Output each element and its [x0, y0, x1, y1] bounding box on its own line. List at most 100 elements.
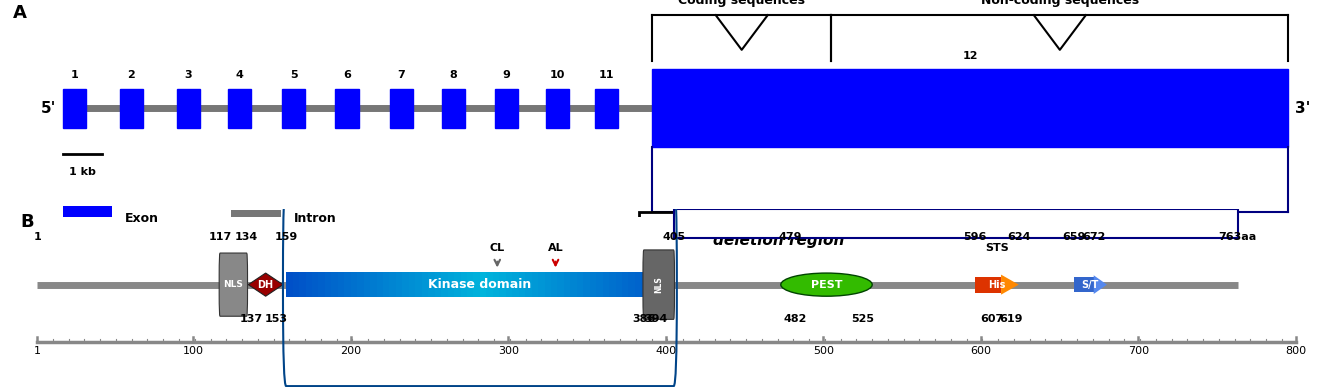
Bar	[603, 272, 610, 297]
Text: 596: 596	[963, 232, 986, 242]
Bar	[338, 272, 344, 297]
Text: 400: 400	[656, 346, 676, 356]
Text: 525: 525	[851, 313, 874, 324]
Bar	[551, 272, 558, 297]
Polygon shape	[1093, 275, 1106, 294]
Bar	[610, 272, 616, 297]
Bar	[335, 89, 359, 128]
Bar	[546, 89, 568, 128]
Text: 7: 7	[398, 70, 405, 80]
Bar	[628, 272, 636, 297]
Text: Kinase domain: Kinase domain	[428, 278, 531, 291]
Bar	[441, 89, 465, 128]
Bar	[583, 272, 591, 297]
Text: 200: 200	[341, 346, 362, 356]
Bar	[500, 272, 506, 297]
FancyBboxPatch shape	[673, 209, 1238, 238]
Text: Coding sequences: Coding sequences	[678, 0, 806, 7]
Text: 9: 9	[502, 70, 510, 80]
Bar	[282, 89, 305, 128]
Text: 619: 619	[999, 313, 1023, 324]
Bar	[513, 272, 519, 297]
FancyBboxPatch shape	[219, 253, 248, 316]
Text: 800: 800	[1285, 346, 1306, 356]
Text: 6: 6	[343, 70, 351, 80]
Text: 763aa: 763aa	[1219, 232, 1257, 242]
Text: 1: 1	[33, 346, 41, 356]
Bar	[232, 210, 281, 228]
Text: 405: 405	[662, 232, 685, 242]
Ellipse shape	[780, 273, 872, 296]
Bar	[641, 272, 649, 297]
Text: 607: 607	[980, 313, 1003, 324]
Bar	[538, 272, 546, 297]
Bar	[421, 272, 429, 297]
Text: 300: 300	[498, 346, 519, 356]
Text: 672: 672	[1083, 232, 1106, 242]
Text: B: B	[20, 213, 33, 231]
Bar	[558, 272, 564, 297]
Bar	[531, 272, 539, 297]
Bar	[493, 272, 500, 297]
Text: 11: 11	[599, 70, 615, 80]
Bar	[62, 206, 111, 232]
Bar	[564, 272, 571, 297]
Bar	[409, 272, 416, 297]
Bar	[351, 272, 358, 297]
Bar	[390, 89, 413, 128]
Bar	[363, 272, 371, 297]
Bar	[525, 272, 533, 297]
Bar	[661, 272, 668, 297]
Text: 394: 394	[645, 313, 668, 324]
Bar	[390, 272, 396, 297]
Text: CL: CL	[490, 243, 505, 253]
Text: 624: 624	[1007, 232, 1031, 242]
Bar	[668, 272, 674, 297]
Bar	[595, 89, 619, 128]
Text: 100: 100	[183, 346, 204, 356]
Text: 5': 5'	[41, 101, 56, 116]
Bar	[325, 272, 333, 297]
Bar	[318, 272, 326, 297]
Bar	[590, 272, 598, 297]
FancyBboxPatch shape	[643, 250, 674, 319]
Text: NLS: NLS	[655, 276, 664, 293]
Bar	[466, 272, 474, 297]
Bar	[286, 272, 293, 297]
Polygon shape	[1002, 275, 1019, 295]
Bar	[119, 89, 143, 128]
Text: Intron: Intron	[294, 212, 337, 225]
Text: A: A	[13, 4, 26, 22]
Text: 4: 4	[236, 70, 242, 80]
Bar	[655, 272, 661, 297]
Bar	[415, 272, 423, 297]
Bar	[176, 89, 200, 128]
Text: 3: 3	[184, 70, 192, 80]
Text: His: His	[988, 280, 1006, 289]
Bar	[62, 89, 86, 128]
Text: Non-coding sequences: Non-coding sequences	[980, 0, 1140, 7]
Bar	[370, 272, 378, 297]
Text: 12: 12	[962, 51, 978, 61]
Text: S/T: S/T	[1081, 280, 1098, 289]
Bar	[975, 277, 1002, 293]
Bar	[299, 272, 306, 297]
Text: 600: 600	[970, 346, 991, 356]
Bar	[616, 272, 623, 297]
Bar	[435, 272, 443, 297]
Text: 3': 3'	[1295, 101, 1310, 116]
Text: 1: 1	[70, 70, 78, 80]
Text: PEST: PEST	[811, 280, 843, 289]
Text: deletion region: deletion region	[713, 233, 844, 248]
Bar	[635, 272, 643, 297]
Text: 1 kb: 1 kb	[69, 167, 95, 177]
Text: NLS: NLS	[224, 280, 244, 289]
Bar	[480, 272, 488, 297]
Text: 482: 482	[783, 313, 807, 324]
Bar	[311, 272, 319, 297]
Text: 5: 5	[290, 70, 298, 80]
Text: AL: AL	[547, 243, 563, 253]
Bar	[570, 272, 578, 297]
Bar	[596, 272, 603, 297]
Text: STS: STS	[984, 243, 1008, 253]
